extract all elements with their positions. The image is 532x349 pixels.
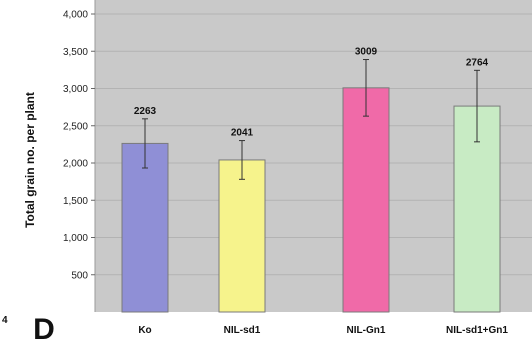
- bar: [342, 87, 390, 313]
- y-tick-label: 500: [71, 270, 88, 281]
- x-category-label: Ko: [138, 325, 151, 336]
- data-label: 3009: [355, 47, 378, 58]
- data-label: 2041: [231, 128, 254, 139]
- x-category-label: NIL-Gn1: [347, 325, 386, 336]
- bars: [121, 87, 501, 313]
- y-tick-label: 3,000: [63, 84, 88, 95]
- x-category-labels: Ko NIL-sd1 NIL-Gn1 NIL-sd1+Gn1: [138, 325, 508, 336]
- y-tick-label: 4,000: [63, 10, 88, 21]
- error-bars: [142, 59, 480, 180]
- y-axis-label: Total grain no. per plant: [23, 92, 37, 228]
- bar: [121, 142, 169, 313]
- y-ticks: 500 1,000 1,500 2,000 2,500 3,000 3,500 4,000: [63, 10, 95, 281]
- bar: [453, 105, 501, 313]
- y-tick-label: 3,500: [63, 47, 88, 58]
- left-panel-tick-fragment: 4: [2, 315, 8, 326]
- data-labels: 2263 2041 3009 2764: [134, 47, 489, 139]
- y-tick-label: 2,000: [63, 159, 88, 170]
- panel-label: D: [33, 313, 55, 344]
- data-label: 2764: [466, 57, 489, 68]
- data-label: 2263: [134, 106, 157, 117]
- y-tick-label: 1,500: [63, 196, 88, 207]
- x-category-label: NIL-sd1: [224, 325, 261, 336]
- x-category-label: NIL-sd1+Gn1: [446, 325, 508, 336]
- bar: [218, 159, 266, 313]
- y-tick-label: 1,000: [63, 233, 88, 244]
- y-tick-label: 2,500: [63, 121, 88, 132]
